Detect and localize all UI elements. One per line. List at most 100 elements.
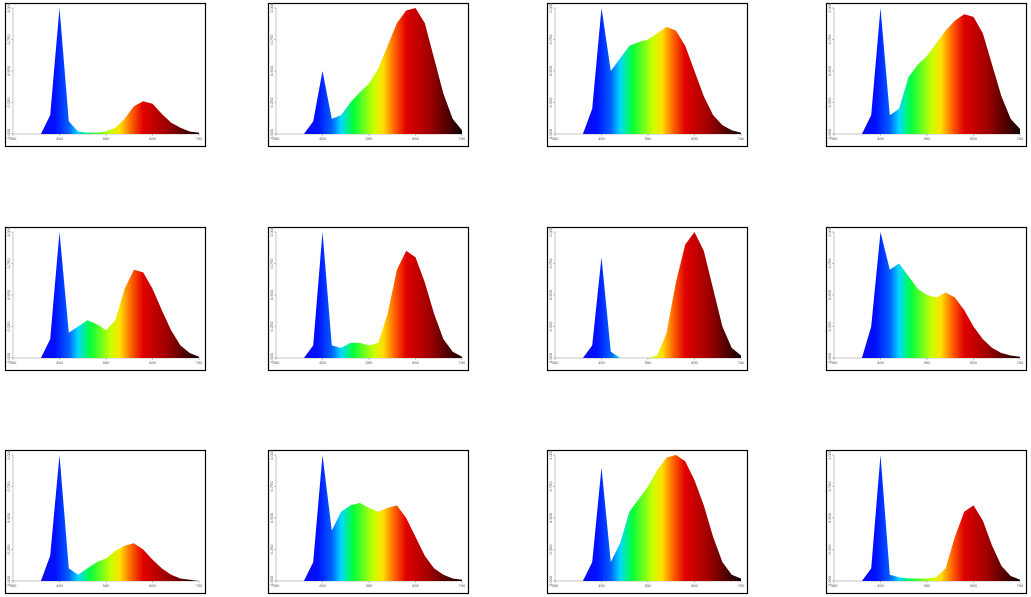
- x-tick-label: 650: [412, 136, 419, 141]
- y-tick-label: 1.000: [6, 449, 11, 460]
- y-tick-label: 1.000: [269, 226, 274, 237]
- x-tick-label: 550: [924, 360, 931, 365]
- spectrum-area: [276, 232, 462, 358]
- spectrum-chart: 350 450 550 650 750 0.000 0.250 0.500 0.750 1.000: [825, 226, 1028, 372]
- y-tick-label: 0.750: [827, 481, 832, 492]
- spectrum-chart: 350 450 550 650 750 0.000 0.250 0.500 0.750 1.000: [825, 449, 1028, 595]
- y-tick-label: 1.000: [548, 226, 553, 237]
- y-tick-label: 0.250: [6, 544, 11, 555]
- spectrum-area: [834, 455, 1020, 581]
- y-tick-label: 0.750: [548, 34, 553, 45]
- x-tick-label: 750: [1017, 583, 1024, 588]
- x-tick-label: 550: [103, 136, 110, 141]
- y-tick-label: 0.500: [827, 289, 832, 300]
- chart-frame: [4, 2, 207, 148]
- y-tick-label: 0.000: [269, 352, 274, 363]
- spectrum-area: [276, 455, 462, 581]
- y-tick-label: 0.250: [827, 97, 832, 108]
- x-tick-label: 450: [56, 136, 63, 141]
- x-tick-label: 650: [970, 136, 977, 141]
- spectrum-area: [555, 8, 741, 134]
- spectrum-area: [555, 455, 741, 581]
- x-tick-label: 750: [738, 583, 745, 588]
- x-tick-label: 350: [552, 360, 559, 365]
- spectrum-chart: 350 450 550 650 750 0.000 0.250 0.500 0.750 1.000: [267, 449, 470, 595]
- y-tick-label: 0.500: [827, 65, 832, 76]
- spectrum-chart: 350 450 550 650 750 0.000 0.250 0.500 0.750 1.000: [546, 226, 749, 372]
- x-tick-label: 750: [1017, 360, 1024, 365]
- x-tick-label: 550: [366, 360, 373, 365]
- x-tick-label: 450: [877, 583, 884, 588]
- y-tick-label: 0.000: [6, 128, 11, 139]
- x-tick-label: 450: [56, 583, 63, 588]
- x-tick-label: 550: [103, 583, 110, 588]
- y-tick-label: 1.000: [548, 2, 553, 13]
- x-tick-label: 650: [691, 583, 698, 588]
- x-tick-label: 750: [196, 136, 203, 141]
- y-tick-label: 0.500: [269, 65, 274, 76]
- y-tick-label: 0.750: [269, 258, 274, 269]
- x-tick-label: 350: [273, 136, 280, 141]
- x-tick-label: 550: [645, 360, 652, 365]
- y-tick-label: 0.250: [269, 321, 274, 332]
- y-tick-label: 0.000: [827, 575, 832, 586]
- x-tick-label: 350: [831, 360, 838, 365]
- y-tick-label: 1.000: [827, 226, 832, 237]
- y-tick-label: 0.250: [269, 97, 274, 108]
- x-tick-label: 750: [1017, 136, 1024, 141]
- x-tick-label: 350: [10, 360, 17, 365]
- y-tick-label: 0.250: [548, 544, 553, 555]
- y-tick-label: 0.000: [827, 352, 832, 363]
- y-tick-label: 0.000: [548, 352, 553, 363]
- spectrum-area: [555, 232, 741, 358]
- y-tick-label: 0.250: [827, 544, 832, 555]
- y-tick-label: 0.000: [6, 575, 11, 586]
- x-tick-label: 450: [598, 136, 605, 141]
- spectrum-area: [13, 8, 199, 134]
- x-tick-label: 450: [319, 136, 326, 141]
- y-tick-label: 0.500: [269, 512, 274, 523]
- y-tick-label: 1.000: [269, 2, 274, 13]
- x-tick-label: 650: [149, 360, 156, 365]
- x-tick-label: 550: [645, 583, 652, 588]
- x-tick-label: 750: [738, 136, 745, 141]
- y-tick-label: 0.500: [827, 512, 832, 523]
- y-tick-label: 0.750: [269, 481, 274, 492]
- x-tick-label: 750: [196, 360, 203, 365]
- y-tick-label: 1.000: [6, 2, 11, 13]
- y-tick-label: 1.000: [548, 449, 553, 460]
- y-tick-label: 0.750: [827, 34, 832, 45]
- spectrum-area: [834, 232, 1020, 358]
- x-tick-label: 650: [149, 583, 156, 588]
- y-tick-label: 0.500: [548, 512, 553, 523]
- x-tick-label: 350: [552, 583, 559, 588]
- x-tick-label: 450: [598, 583, 605, 588]
- x-tick-label: 750: [738, 360, 745, 365]
- x-tick-label: 350: [273, 583, 280, 588]
- y-tick-label: 1.000: [827, 2, 832, 13]
- y-tick-label: 0.000: [827, 128, 832, 139]
- spectrum-chart: 350 450 550 650 750 0.000 0.250 0.500 0.750 1.000: [546, 449, 749, 595]
- x-tick-label: 650: [970, 360, 977, 365]
- y-tick-label: 0.500: [6, 512, 11, 523]
- x-tick-label: 650: [149, 136, 156, 141]
- y-tick-label: 0.500: [6, 65, 11, 76]
- spectrum-chart: 350 450 550 650 750 0.000 0.250 0.500 0.750 1.000: [4, 449, 207, 595]
- y-tick-label: 0.000: [269, 575, 274, 586]
- x-tick-label: 750: [459, 583, 466, 588]
- y-tick-label: 0.750: [827, 258, 832, 269]
- y-tick-label: 0.250: [548, 321, 553, 332]
- y-tick-label: 0.250: [6, 97, 11, 108]
- x-tick-label: 750: [196, 583, 203, 588]
- x-tick-label: 350: [273, 360, 280, 365]
- x-tick-label: 650: [691, 136, 698, 141]
- x-tick-label: 550: [366, 136, 373, 141]
- y-tick-label: 1.000: [6, 226, 11, 237]
- spectrum-area: [276, 8, 462, 134]
- y-tick-label: 0.750: [6, 34, 11, 45]
- x-tick-label: 650: [412, 583, 419, 588]
- y-tick-label: 0.750: [548, 481, 553, 492]
- y-tick-label: 0.500: [548, 289, 553, 300]
- y-tick-label: 1.000: [269, 449, 274, 460]
